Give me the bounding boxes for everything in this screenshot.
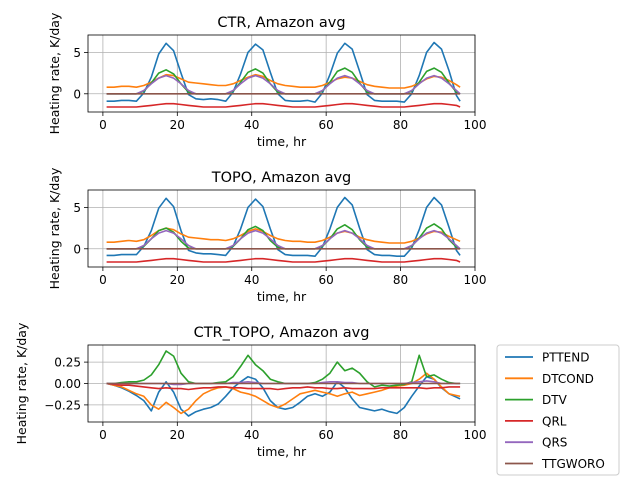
axes-frame bbox=[87, 34, 476, 113]
y-tick-label: 0.25 bbox=[54, 356, 81, 370]
legend-label: QRS bbox=[542, 436, 567, 450]
axes-frame bbox=[87, 189, 476, 268]
series-line-qrl bbox=[106, 382, 461, 391]
x-axis-label: time, hr bbox=[257, 289, 307, 304]
chart-panels: 0 20 40 60 80 100 0 5 CTR, Amazon avg time, hr Hea… bbox=[14, 12, 486, 459]
legend-label: TTGWORO bbox=[541, 457, 605, 471]
series-line-pttend bbox=[106, 196, 461, 258]
y-tick-label: 5 bbox=[73, 201, 81, 215]
chart-title: CTR_TOPO, Amazon avg bbox=[194, 325, 370, 341]
x-tick-label: 60 bbox=[319, 273, 334, 287]
x-tick-label: 60 bbox=[319, 118, 334, 132]
series-lines bbox=[106, 41, 461, 108]
y-axis-label: Heating rate, K/day bbox=[47, 12, 62, 134]
x-tick-label: 60 bbox=[319, 428, 334, 442]
series-line-qrl bbox=[106, 257, 461, 263]
x-tick-label: 20 bbox=[170, 273, 185, 287]
chart-title: TOPO, Amazon avg bbox=[211, 170, 352, 186]
chart-panel: 0 20 40 60 80 100 −0.25 0.00 0.25 CTR_TOPO, Amazo… bbox=[14, 322, 486, 459]
x-axis-label: time, hr bbox=[257, 444, 307, 459]
series-line-dtcond bbox=[106, 73, 461, 89]
y-tick-label: 0.00 bbox=[54, 377, 81, 391]
legend-label: PTTEND bbox=[542, 351, 589, 365]
legend-label: QRL bbox=[542, 414, 567, 428]
y-tick-label: 5 bbox=[73, 46, 81, 60]
x-tick-label: 20 bbox=[170, 118, 185, 132]
legend-label: DTCOND bbox=[542, 372, 594, 386]
y-tick-label: 0 bbox=[73, 87, 81, 101]
x-tick-label: 100 bbox=[464, 273, 487, 287]
y-tick-label: −0.25 bbox=[44, 398, 81, 412]
chart-panel: 0 20 40 60 80 100 0 5 TOPO, Amazon avg time, hr He… bbox=[47, 167, 486, 304]
series-line-dtcond bbox=[106, 372, 461, 415]
chart-title: CTR, Amazon avg bbox=[217, 15, 345, 31]
x-tick-label: 80 bbox=[393, 428, 408, 442]
x-tick-label: 0 bbox=[99, 118, 107, 132]
x-tick-label: 100 bbox=[464, 118, 487, 132]
x-tick-label: 40 bbox=[244, 273, 259, 287]
series-lines bbox=[106, 350, 461, 417]
y-tick-label: 0 bbox=[73, 242, 81, 256]
x-tick-label: 40 bbox=[244, 428, 259, 442]
x-tick-label: 20 bbox=[170, 428, 185, 442]
series-line-qrl bbox=[106, 102, 461, 108]
grid bbox=[88, 35, 476, 112]
chart-panel: 0 20 40 60 80 100 0 5 CTR, Amazon avg time, hr Hea… bbox=[47, 12, 486, 149]
y-axis-label: Heating rate, K/day bbox=[47, 167, 62, 289]
grid bbox=[88, 190, 476, 267]
x-axis-label: time, hr bbox=[257, 134, 307, 149]
series-line-pttend bbox=[106, 41, 461, 103]
x-tick-label: 0 bbox=[99, 428, 107, 442]
series-line-dtv bbox=[106, 223, 461, 250]
series-lines bbox=[106, 196, 461, 263]
legend: PTTEND DTCOND DTV QRL QRS TTGWORO bbox=[496, 344, 620, 476]
series-line-dtv bbox=[106, 67, 461, 95]
legend-label: DTV bbox=[542, 393, 568, 407]
x-tick-label: 40 bbox=[244, 118, 259, 132]
x-tick-label: 80 bbox=[393, 273, 408, 287]
x-tick-label: 0 bbox=[99, 273, 107, 287]
series-line-dtv bbox=[106, 350, 461, 388]
legend-frame bbox=[496, 344, 620, 476]
x-tick-label: 80 bbox=[393, 118, 408, 132]
x-tick-label: 100 bbox=[464, 428, 487, 442]
series-line-pttend bbox=[106, 375, 461, 417]
y-axis-label: Heating rate, K/day bbox=[14, 322, 29, 444]
